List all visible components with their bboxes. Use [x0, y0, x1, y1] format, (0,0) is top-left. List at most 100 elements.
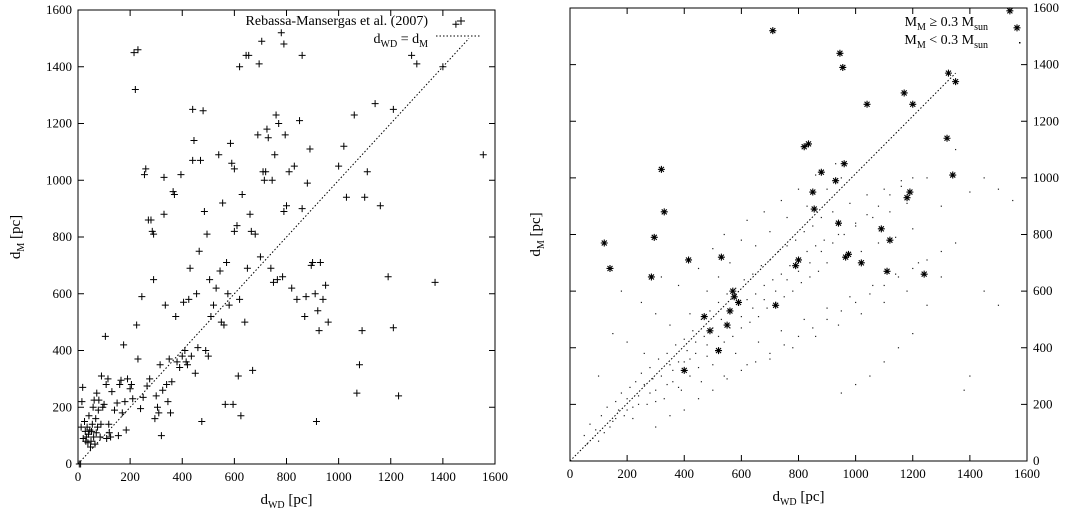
- data-point-dot: [655, 426, 657, 428]
- data-point-dot: [635, 381, 637, 383]
- data-point-dot: [740, 327, 742, 329]
- data-point-dot: [840, 177, 842, 179]
- data-point-dot: [732, 335, 734, 338]
- data-point-plus: [138, 293, 146, 301]
- data-point-plus: [221, 400, 229, 408]
- data-point-dot: [683, 338, 685, 340]
- data-point-dot: [743, 279, 745, 281]
- data-point-star: [863, 100, 871, 108]
- data-point-dot: [677, 386, 680, 388]
- data-point-dot: [823, 239, 825, 241]
- data-point-star: [857, 259, 865, 267]
- data-point-plus: [143, 382, 151, 390]
- data-point-dot: [686, 349, 688, 352]
- data-point-plus: [137, 405, 145, 413]
- data-point-plus: [322, 281, 330, 289]
- x-tick-label: 400: [173, 469, 193, 484]
- data-point-dot: [620, 290, 623, 292]
- y-tick-label: 200: [53, 399, 73, 414]
- data-point-dot: [803, 318, 805, 321]
- data-point-plus: [146, 375, 154, 383]
- data-point-plus: [256, 253, 264, 261]
- data-point-plus: [187, 352, 195, 360]
- data-point-dot: [940, 276, 942, 278]
- data-point-dot: [772, 279, 774, 281]
- y-tick-label: 600: [53, 286, 73, 301]
- data-point-dot: [840, 392, 842, 394]
- data-point-dot: [777, 250, 780, 253]
- data-point-dot: [940, 205, 942, 207]
- data-point-star: [943, 134, 951, 142]
- reference-line: [569, 72, 956, 462]
- data-point-plus: [77, 460, 85, 468]
- data-point-dot: [677, 361, 680, 363]
- data-point-dot: [595, 429, 597, 431]
- y-tick-label: 1200: [1033, 113, 1059, 128]
- data-point-plus: [131, 85, 139, 93]
- data-point-dot: [912, 267, 914, 270]
- data-point-dot: [812, 225, 814, 227]
- data-point-plus: [324, 318, 332, 326]
- data-point-plus: [210, 301, 218, 309]
- data-point-plus: [191, 369, 199, 377]
- data-point-plus: [152, 392, 160, 400]
- data-point-dot: [660, 375, 662, 377]
- data-point-dot: [840, 310, 842, 312]
- data-point-dot: [769, 352, 771, 355]
- data-point-plus: [89, 403, 97, 411]
- data-point-dot: [912, 228, 914, 230]
- data-point-plus: [280, 207, 288, 215]
- data-point-plus: [234, 372, 242, 380]
- right-axis-ticks: 0 200 400 600 800 1000 1200 1400 160002004006008…: [567, 0, 1059, 481]
- data-point-dot: [669, 415, 671, 417]
- data-point-dot: [657, 358, 660, 360]
- data-point-plus: [431, 278, 439, 286]
- data-point-plus: [194, 344, 202, 352]
- data-point-plus: [303, 179, 311, 187]
- data-point-dot: [809, 276, 811, 278]
- data-point-star: [952, 78, 960, 86]
- x-tick-label: 0: [567, 466, 574, 481]
- data-point-dot: [792, 347, 794, 349]
- data-point-plus: [228, 159, 236, 167]
- data-point-plus: [315, 327, 323, 335]
- data-point-dot: [815, 335, 817, 338]
- data-point-plus: [96, 433, 104, 441]
- data-point-star: [600, 239, 608, 247]
- data-point-plus: [212, 284, 220, 292]
- data-point-dot: [820, 250, 822, 253]
- data-point-plus: [389, 105, 397, 113]
- data-point-star: [729, 287, 737, 295]
- data-point-plus: [81, 427, 89, 435]
- data-point-dot: [675, 344, 677, 346]
- data-point-dot: [926, 259, 928, 261]
- data-point-star: [909, 100, 917, 108]
- data-point-dot: [877, 205, 880, 207]
- data-point-dot: [789, 265, 791, 267]
- data-point-dot: [740, 316, 742, 318]
- data-point-dot: [783, 296, 785, 298]
- data-point-dot: [832, 211, 834, 213]
- data-point-dot: [843, 233, 845, 236]
- data-point-star: [730, 293, 738, 301]
- data-point-dot: [786, 245, 788, 247]
- data-point-star: [840, 160, 848, 168]
- data-point-plus: [273, 276, 281, 284]
- y-tick-label: 400: [1033, 340, 1053, 355]
- data-point-plus: [77, 423, 85, 431]
- data-point-dot: [755, 245, 757, 247]
- data-point-plus: [177, 171, 185, 179]
- data-point-dot: [726, 378, 728, 380]
- data-point-star: [844, 250, 852, 258]
- data-point-plus: [108, 388, 116, 396]
- left-panel: 0 200 400 600 800 1000 1200 1400 1600 0 200 400 600 8…: [8, 2, 508, 510]
- data-point-plus: [110, 406, 118, 414]
- y-tick-label: 1400: [46, 59, 72, 74]
- data-point-plus: [87, 437, 95, 445]
- data-point-plus: [142, 165, 150, 173]
- data-point-star: [769, 27, 777, 35]
- data-point-dot: [795, 239, 797, 241]
- data-point-plus: [193, 290, 201, 298]
- data-point-dot: [700, 318, 702, 321]
